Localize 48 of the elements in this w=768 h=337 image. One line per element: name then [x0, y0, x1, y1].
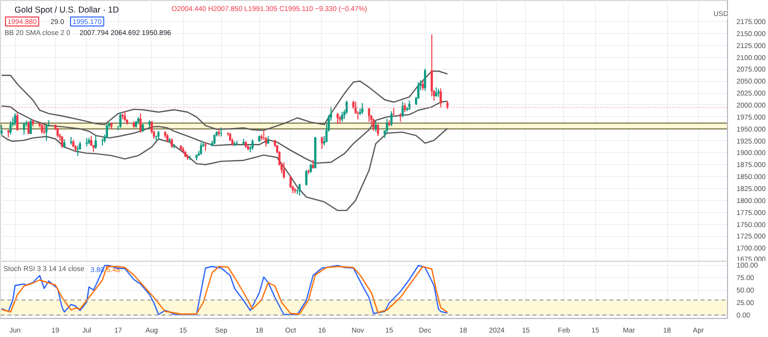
candlestick	[76, 145, 79, 157]
candlestick	[200, 142, 202, 156]
candlestick	[45, 124, 48, 142]
candlestick	[9, 120, 12, 136]
candlestick	[424, 68, 426, 92]
candlestick	[251, 138, 254, 150]
candlestick	[305, 169, 308, 186]
candlestick	[435, 86, 438, 98]
candlestick	[368, 107, 370, 122]
candlestick	[61, 136, 64, 148]
candlestick	[408, 100, 410, 111]
candlestick	[90, 136, 92, 146]
candlestick	[170, 138, 173, 148]
candlestick	[376, 124, 380, 137]
candlestick	[372, 118, 375, 132]
candlestick	[402, 101, 404, 118]
candlestick	[440, 88, 442, 108]
candlestick	[30, 118, 32, 135]
candlestick	[422, 80, 424, 91]
candlestick	[27, 120, 30, 134]
candlestick	[16, 112, 18, 132]
candlestick	[356, 110, 359, 120]
candlestick	[341, 111, 344, 122]
candlestick	[14, 112, 16, 126]
candlestick	[43, 124, 46, 135]
candlestick	[124, 110, 126, 122]
candlestick	[361, 102, 364, 115]
candlestick	[404, 102, 406, 113]
candlestick	[94, 136, 97, 150]
candlestick	[282, 162, 285, 179]
candlestick	[298, 183, 301, 196]
candlestick	[119, 112, 122, 128]
line-series	[1, 128, 448, 212]
candlestick	[374, 121, 377, 132]
text: Gold Spot / U.S. Dollar · 1D	[14, 4, 119, 14]
candlestick	[386, 118, 388, 134]
candlestick	[310, 163, 312, 174]
candlestick	[106, 124, 108, 138]
candlestick	[390, 110, 393, 126]
line-series	[1, 70, 448, 131]
candlestick	[40, 124, 44, 134]
candlestick	[22, 122, 26, 136]
candlestick	[0, 124, 3, 136]
candlestick	[430, 34, 433, 97]
candlestick	[213, 134, 216, 145]
candlestick	[139, 113, 142, 134]
candlestick	[336, 112, 339, 125]
candlestick	[346, 100, 348, 115]
